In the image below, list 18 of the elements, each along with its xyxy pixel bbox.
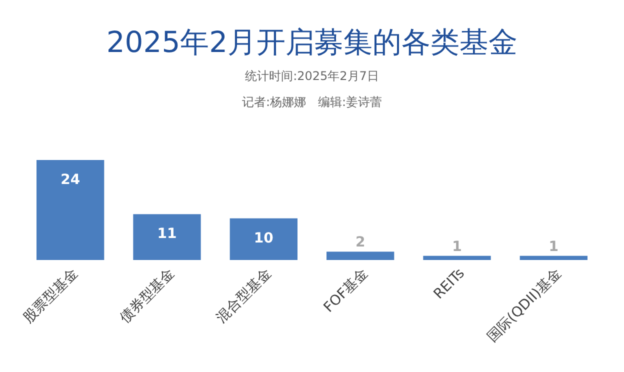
bar bbox=[520, 256, 588, 260]
bar bbox=[423, 256, 491, 260]
text: 记者:杨娜娜 编辑:姜诗蕾 bbox=[242, 95, 382, 109]
data-label: 1 bbox=[548, 238, 559, 255]
chart-title: 2025年2月开启募集的各类基金 bbox=[106, 25, 518, 59]
bar bbox=[230, 218, 298, 260]
data-label: 24 bbox=[60, 172, 80, 188]
data-label: 2 bbox=[355, 234, 366, 251]
bar bbox=[326, 252, 394, 260]
x-tick-label: 债券型基金 bbox=[117, 266, 178, 326]
x-tick-label: 混合型基金 bbox=[214, 266, 274, 326]
chart-subtitle: 统计时间:2025年2月7日 bbox=[245, 69, 379, 83]
data-label: 11 bbox=[157, 226, 177, 242]
bar bbox=[36, 160, 104, 260]
data-label: 10 bbox=[254, 230, 274, 246]
bar bbox=[133, 214, 201, 260]
data-label: 1 bbox=[452, 238, 462, 255]
x-tick-label: 股票型基金 bbox=[20, 266, 82, 326]
